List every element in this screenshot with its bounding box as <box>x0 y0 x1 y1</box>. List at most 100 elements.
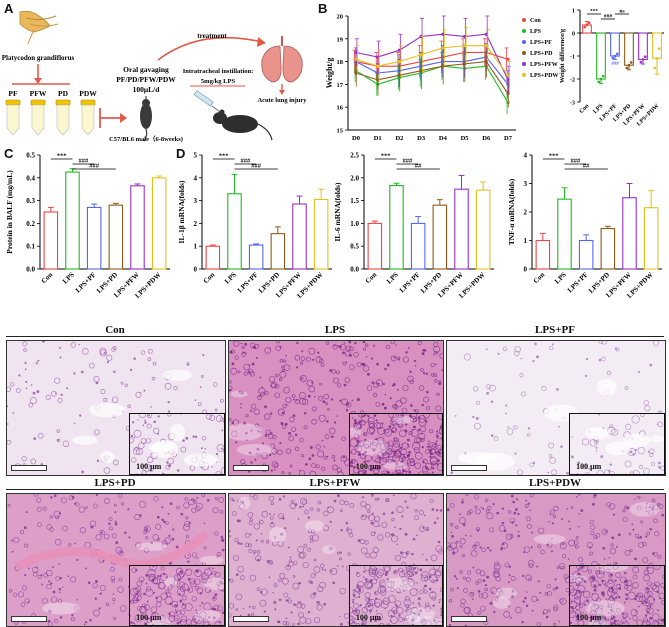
gavage-line1: Oral gavaging <box>123 65 169 74</box>
alveolus <box>259 430 264 434</box>
nucleus <box>302 505 305 508</box>
scale-bar <box>11 465 47 471</box>
alveolus <box>245 414 249 418</box>
nucleus <box>484 583 488 587</box>
nucleus <box>273 514 275 516</box>
alveolus <box>118 550 124 556</box>
nucleus <box>221 611 225 615</box>
y-tick-label: 0.0 <box>26 266 35 274</box>
nucleus <box>566 507 569 510</box>
alveolus <box>450 587 454 592</box>
alveolus <box>201 436 207 441</box>
nucleus <box>503 529 507 533</box>
alveolus <box>329 427 336 435</box>
legend-label: LPS+PFW <box>530 62 558 68</box>
alveolus <box>147 456 154 464</box>
alveolus <box>190 581 197 588</box>
alveolus <box>610 623 618 626</box>
y-axis-label: IL-6 mRNA(folds) <box>333 182 342 241</box>
nucleus <box>251 362 255 366</box>
nucleus <box>567 558 570 560</box>
nucleus <box>382 602 385 605</box>
nucleus <box>76 558 79 562</box>
alveolus <box>413 447 420 454</box>
nucleus <box>377 618 380 621</box>
alveolus <box>338 557 342 561</box>
nucleus <box>592 617 595 620</box>
nucleus <box>596 619 600 623</box>
alveolus <box>46 569 53 577</box>
nucleus <box>367 372 370 376</box>
nucleus <box>432 604 435 608</box>
nucleus <box>367 598 371 601</box>
nucleus <box>333 344 336 347</box>
nucleus <box>431 508 435 511</box>
bar-LPS+PDW <box>151 177 167 270</box>
sig-annotation: ## <box>415 163 422 170</box>
nucleus <box>59 591 61 594</box>
nucleus <box>517 530 520 533</box>
alveolus <box>193 578 201 586</box>
alveolus <box>279 359 283 363</box>
alveolus <box>301 454 305 458</box>
nucleus <box>135 569 138 572</box>
alveolus <box>634 533 639 538</box>
alveolus <box>264 413 271 420</box>
y-tick-label: 3 <box>194 197 198 205</box>
alveolus <box>433 571 441 579</box>
nucleus <box>7 405 9 408</box>
alveolus <box>376 437 385 445</box>
nucleus <box>656 423 659 426</box>
nucleus <box>397 614 401 618</box>
nucleus <box>145 574 149 578</box>
tube-icons <box>5 99 96 136</box>
bar-LPS+PFW <box>130 185 145 270</box>
alveolus <box>139 500 147 508</box>
nucleus <box>382 512 386 516</box>
nucleus <box>7 423 9 425</box>
nucleus <box>396 606 398 609</box>
alveolus <box>636 595 644 603</box>
nucleus <box>339 551 342 554</box>
nucleus <box>412 567 416 571</box>
alveolus <box>396 607 404 615</box>
nucleus <box>490 434 494 437</box>
nucleus <box>392 459 395 463</box>
data-point <box>641 58 645 61</box>
nucleus <box>272 592 274 594</box>
y-tick-label: 17 <box>337 82 344 89</box>
alveolus <box>537 544 542 549</box>
nucleus <box>603 558 606 560</box>
data-point <box>629 61 633 64</box>
nucleus <box>514 452 517 455</box>
y-axis-label: Weight difference/g <box>559 28 566 83</box>
nucleus <box>311 454 315 457</box>
nucleus <box>637 537 640 539</box>
nucleus <box>527 502 531 505</box>
alveolus <box>582 591 591 599</box>
alveolus <box>180 447 187 453</box>
nucleus <box>350 461 353 465</box>
airspace <box>135 542 169 551</box>
alveolus <box>292 574 296 578</box>
nucleus <box>249 452 252 455</box>
alveolus <box>643 617 648 623</box>
alveolus <box>468 592 474 598</box>
alveolus <box>269 516 274 520</box>
x-tick-label: Con <box>202 271 217 286</box>
histology-image-lps-pdw: 100 μm <box>446 493 666 627</box>
alveolus <box>379 582 386 589</box>
inset-texture <box>345 411 443 475</box>
airspace <box>495 587 517 599</box>
nucleus <box>200 447 203 450</box>
alveolus <box>393 438 399 443</box>
nucleus <box>204 448 207 450</box>
nucleus <box>285 617 288 620</box>
alveolus <box>21 585 28 591</box>
nucleus <box>390 615 393 618</box>
alveolus <box>323 455 328 460</box>
nucleus <box>558 620 560 623</box>
nucleus <box>243 421 246 425</box>
nucleus <box>624 572 627 575</box>
x-tick-label: D1 <box>374 135 382 142</box>
